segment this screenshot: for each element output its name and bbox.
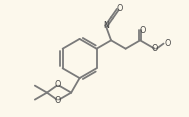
- Text: O: O: [116, 4, 123, 13]
- Text: O: O: [55, 96, 61, 105]
- Text: O: O: [55, 80, 61, 89]
- Text: O: O: [152, 44, 158, 53]
- Text: N: N: [103, 21, 109, 30]
- Text: O: O: [139, 26, 146, 35]
- Text: O: O: [164, 39, 171, 48]
